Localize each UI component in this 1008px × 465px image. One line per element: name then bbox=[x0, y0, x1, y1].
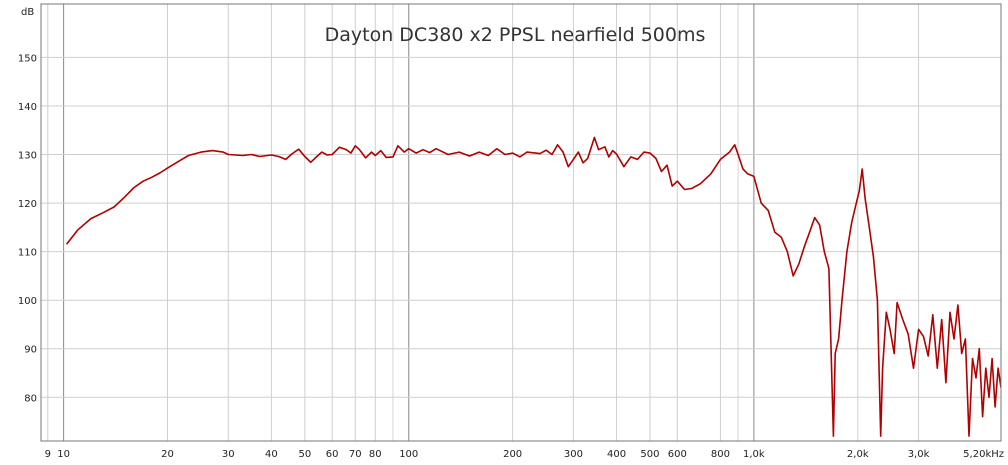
y-tick-label: 110 bbox=[18, 248, 37, 259]
plot-frame bbox=[40, 3, 1002, 442]
x-tick-label: 30 bbox=[222, 449, 235, 460]
x-tick-label: 1,0k bbox=[743, 449, 765, 460]
x-tick-label: 600 bbox=[668, 449, 687, 460]
y-tick-label: 100 bbox=[18, 296, 37, 307]
x-tick-label: 50 bbox=[298, 449, 311, 460]
tick-labels: 9 10 20 30 40 50 60 70 80 100 200 300 400 500 600 800 1,… bbox=[18, 53, 1004, 460]
y-tick-label: 90 bbox=[24, 345, 37, 356]
x-tick-label: 9 bbox=[45, 449, 51, 460]
y-axis-label: dB bbox=[21, 7, 34, 18]
x-tick-label: 70 bbox=[349, 449, 362, 460]
x-tick-label: 20 bbox=[161, 449, 174, 460]
x-tick-label: 500 bbox=[640, 449, 659, 460]
x-tick-label: 3,0k bbox=[908, 449, 930, 460]
x-tick-label: 100 bbox=[399, 449, 418, 460]
x-tick-label: 800 bbox=[711, 449, 730, 460]
x-tick-label: 60 bbox=[326, 449, 339, 460]
y-tick-label: 80 bbox=[24, 393, 37, 404]
x-tick-label: 200 bbox=[503, 449, 522, 460]
x-tick-label: 2,0k bbox=[847, 449, 869, 460]
y-tick-label: 150 bbox=[18, 53, 37, 64]
series-group bbox=[65, 136, 1001, 437]
x-tick-label: 300 bbox=[564, 449, 583, 460]
x-tick-label: 10 bbox=[57, 449, 70, 460]
x-tick-label: 400 bbox=[607, 449, 626, 460]
x-tick-label: 40 bbox=[265, 449, 278, 460]
x-tick-label: 80 bbox=[369, 449, 382, 460]
y-tick-label: 140 bbox=[18, 102, 37, 113]
y-tick-label: 130 bbox=[18, 151, 37, 162]
grid-lines bbox=[41, 4, 1001, 441]
y-tick-label: 120 bbox=[18, 199, 37, 210]
series-line bbox=[65, 136, 1001, 437]
x-tick-label: 5,20kHz bbox=[963, 449, 1004, 460]
chart-title: Dayton DC380 x2 PPSL nearfield 500ms bbox=[325, 24, 706, 46]
